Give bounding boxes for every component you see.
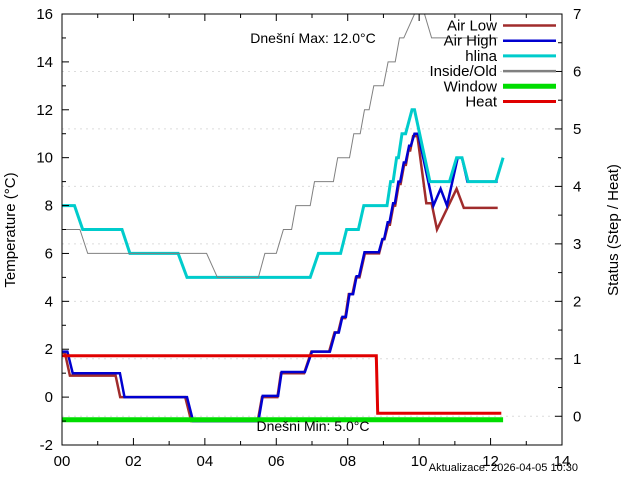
y1-tick-label: 8 [45,198,53,215]
series-line-hlina [62,108,505,279]
last-updated-annotation: Aktualizace: 2026-04-05 10:30 [429,462,578,474]
axis-ticks [61,13,563,446]
x-tick-label: 12 [482,453,499,470]
max-temperature-annotation: Dnešní Max: 12.0°C [250,30,375,46]
x-tick-label: 06 [268,453,285,470]
y2-tick-label: 6 [573,63,581,80]
y1-tick-label: 6 [45,245,53,262]
series-lines [62,13,505,423]
series-line-heat [62,354,502,415]
x-tick-label: 02 [125,453,142,470]
x-tick-label: 08 [339,453,356,470]
legend-label: Window [444,78,498,95]
y1-axis-title: Temperature (°C) [2,172,19,287]
y2-tick-label: 0 [573,408,581,425]
y2-tick-label: 5 [573,121,581,138]
legend-item-air-high: Air High [444,33,556,50]
legend-label: hlina [465,48,497,65]
y1-tick-label: 14 [36,54,53,71]
x-tick-label: 04 [197,453,214,470]
y1-tick-label: 0 [45,389,53,406]
y1-tick-label: 16 [36,6,53,23]
y1-tick-label: 12 [36,102,53,119]
y2-axis-title: Status (Step / Heat) [605,164,622,296]
x-tick-label: 14 [554,453,571,470]
legend-label: Heat [465,94,498,111]
y1-tick-label: -2 [40,437,53,454]
x-tick-label: 00 [54,453,71,470]
legend-item-window: Window [444,78,556,95]
y2-tick-label: 1 [573,351,581,368]
series-line-inside-old [62,13,498,278]
y1-tick-label: 10 [36,150,53,167]
legend-label: Air Low [447,18,497,35]
legend-label: Air High [444,33,497,50]
y1-tick-label: 4 [45,293,53,310]
y2-tick-label: 7 [573,6,581,23]
series-line-air-high [62,132,498,423]
y2-tick-label: 4 [573,178,581,195]
legend-item-hlina: hlina [465,48,556,65]
legend-label: Inside/Old [429,63,497,80]
y2-tick-label: 2 [573,293,581,310]
y2-tick-label: 3 [573,236,581,253]
legend-item-heat: Heat [465,94,556,111]
x-tick-label: 10 [411,453,428,470]
min-temperature-annotation: Dnešni Min: 5.0°C [257,418,370,434]
y1-tick-label: 2 [45,341,53,358]
legend-item-air-low: Air Low [447,18,556,35]
legend-item-inside-old: Inside/Old [429,63,556,80]
